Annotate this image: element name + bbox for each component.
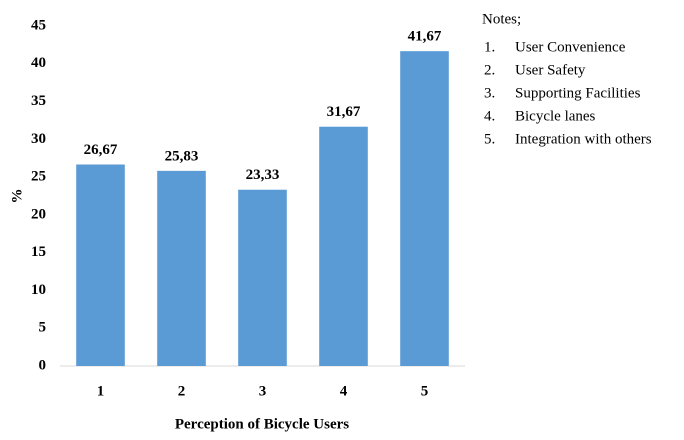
note-number: 4. xyxy=(484,108,495,124)
y-tick-label: 30 xyxy=(31,131,46,147)
y-tick-label: 25 xyxy=(31,169,46,185)
data-label: 25,83 xyxy=(165,148,199,164)
y-tick-label: 0 xyxy=(39,357,47,373)
note-number: 2. xyxy=(484,62,495,78)
y-tick-label: 15 xyxy=(31,244,46,260)
x-tick-label: 4 xyxy=(340,383,348,399)
y-axis-label: % xyxy=(9,189,25,204)
note-number: 1. xyxy=(484,39,495,55)
data-label: 41,67 xyxy=(408,29,442,45)
note-text: Supporting Facilities xyxy=(515,85,641,101)
data-label: 31,67 xyxy=(327,104,361,120)
bar xyxy=(238,189,287,366)
bar xyxy=(319,126,368,367)
x-tick-label: 2 xyxy=(178,383,186,399)
notes-title: Notes; xyxy=(482,11,521,27)
note-text: User Safety xyxy=(515,62,586,78)
data-label: 26,67 xyxy=(84,142,118,158)
note-text: User Convenience xyxy=(515,39,626,55)
x-tick-label: 5 xyxy=(421,383,429,399)
y-tick-label: 35 xyxy=(31,93,46,109)
y-tick-label: 10 xyxy=(31,282,46,298)
data-label: 23,33 xyxy=(246,167,280,183)
bar xyxy=(400,51,449,366)
y-tick-label: 20 xyxy=(31,206,46,222)
x-tick-label: 1 xyxy=(97,383,105,399)
note-text: Bicycle lanes xyxy=(515,108,596,124)
x-tick-label: 3 xyxy=(259,383,267,399)
bar xyxy=(157,170,206,366)
note-number: 5. xyxy=(484,131,495,147)
y-tick-label: 5 xyxy=(39,320,47,336)
bar xyxy=(76,164,125,366)
note-text: Integration with others xyxy=(515,131,652,147)
y-tick-label: 45 xyxy=(31,17,46,33)
y-tick-label: 40 xyxy=(31,55,46,71)
x-axis-label: Perception of Bicycle Users xyxy=(175,416,349,432)
note-number: 3. xyxy=(484,85,495,101)
